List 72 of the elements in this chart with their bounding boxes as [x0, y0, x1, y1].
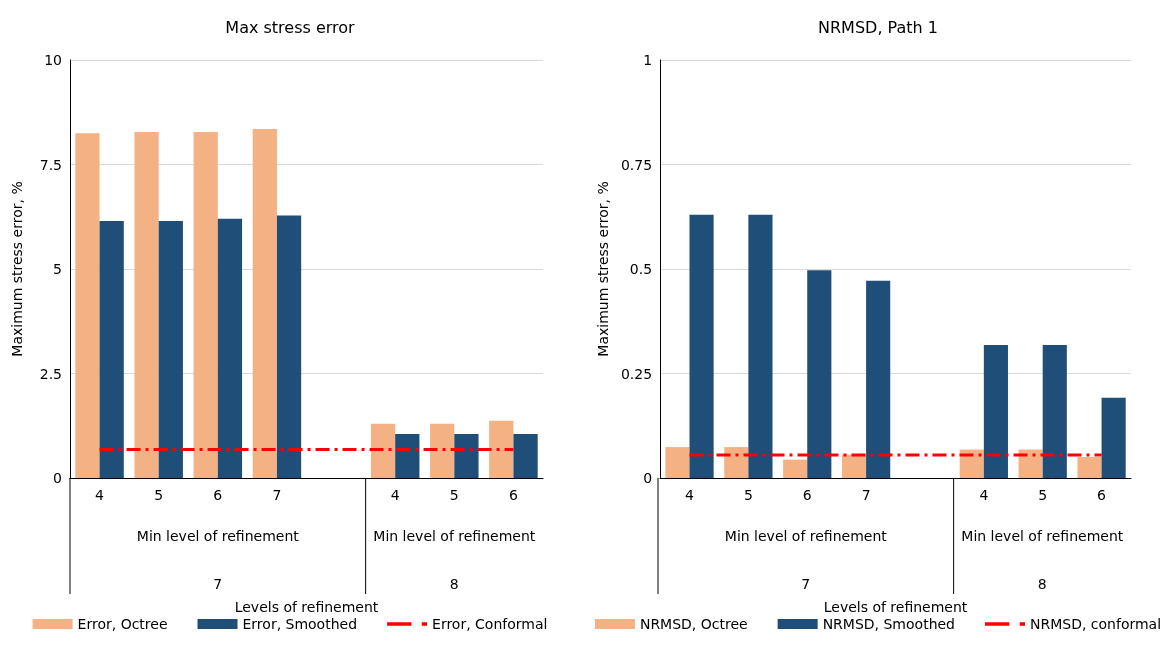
bar: [783, 459, 808, 478]
y-axis-title: Maximum stress error, %: [9, 181, 25, 357]
y-tick-label: 0.25: [620, 365, 653, 382]
x-tick-label: 6: [1097, 487, 1107, 503]
bar: [252, 128, 277, 478]
x-tick-label: 6: [508, 487, 518, 503]
text: Min level of refinement: [373, 528, 536, 544]
legend-label: Error, Octree: [77, 616, 168, 632]
chart-title: Max stress error: [225, 17, 356, 37]
bar: [217, 218, 243, 478]
y-tick-label: 0: [53, 470, 62, 486]
x-axis-title: Levels of refinement: [234, 599, 379, 615]
y-tick-label: 10: [44, 52, 62, 68]
y-tick-label: 0.75: [620, 156, 653, 173]
x-tick-label: 4: [685, 487, 695, 503]
legend-label: Error, Smoothed: [242, 616, 358, 632]
legend-label: NRMSD, Smoothed: [822, 616, 956, 632]
bar: [99, 220, 124, 478]
x-tick-label: 4: [979, 487, 989, 503]
y-tick-label: 0: [643, 470, 653, 486]
bar: [689, 214, 714, 478]
y-tick-label: 1: [643, 52, 653, 68]
x-tick-label: 5: [449, 487, 459, 503]
bar: [959, 449, 984, 478]
bar: [841, 454, 867, 478]
bar: [75, 133, 100, 478]
x-tick-label: 7: [272, 487, 282, 503]
y-axis-title: Maximum stress error, %: [595, 181, 611, 357]
bar: [748, 214, 773, 478]
x-tick-label: 5: [743, 487, 753, 503]
bar: [158, 220, 183, 478]
bar: [430, 423, 455, 478]
bar: [454, 434, 479, 478]
bar: [665, 447, 690, 478]
text: 8: [1037, 576, 1047, 592]
x-tick-label: 5: [1038, 487, 1048, 503]
text: 8: [449, 576, 459, 592]
bar: [489, 420, 514, 478]
y-tick-label: 0.5: [629, 261, 653, 277]
x-tick-label: 7: [861, 487, 871, 503]
bar: [395, 434, 420, 478]
x-tick-label: 4: [390, 487, 400, 503]
x-tick-label: 6: [213, 487, 223, 503]
x-axis-title: Levels of refinement: [823, 599, 968, 615]
text: Min level of refinement: [136, 528, 300, 544]
y-tick-label: 7.5: [39, 156, 62, 173]
text: Min level of refinement: [724, 528, 888, 544]
bar: [1018, 449, 1043, 478]
legend-label: NRMSD, conformal: [1030, 616, 1162, 632]
bar: [724, 447, 749, 478]
text: Min level of refinement: [961, 528, 1124, 544]
bar: [193, 131, 218, 478]
legend-label: Error, Conformal: [432, 616, 548, 632]
bar: [513, 434, 538, 478]
bar: [1042, 345, 1067, 478]
bar: [807, 270, 832, 478]
text: 7: [801, 576, 811, 592]
bar: [1077, 457, 1102, 478]
bar: [1101, 397, 1126, 478]
y-tick-label: 2.5: [39, 365, 62, 382]
text: 7: [213, 576, 223, 592]
y-tick-label: 5: [53, 261, 62, 277]
x-tick-label: 6: [802, 487, 812, 503]
bar: [983, 345, 1008, 478]
bar: [134, 131, 159, 478]
chart-title: NRMSD, Path 1: [818, 17, 938, 37]
x-tick-label: 4: [95, 487, 105, 503]
x-tick-label: 5: [154, 487, 164, 503]
bar: [276, 215, 302, 478]
bar: [866, 280, 891, 478]
bar: [370, 423, 396, 478]
legend-label: NRMSD, Octree: [639, 616, 748, 632]
